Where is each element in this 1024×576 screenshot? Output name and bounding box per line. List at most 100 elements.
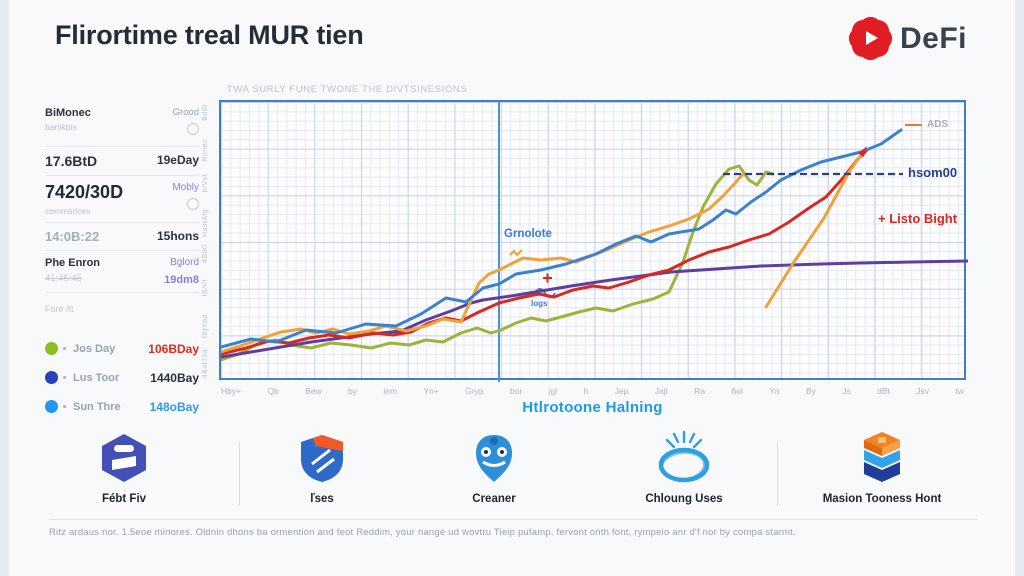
x-tick-label: Bew bbox=[305, 386, 322, 396]
shield-icon bbox=[296, 430, 348, 486]
legend-tick-icon bbox=[63, 405, 66, 408]
face-mask-icon bbox=[468, 430, 520, 486]
x-axis-ticks: Hby+ Qb Bew by inm Yn+ Gryp bor jgl h Jep Jajt Ra 6ol… bbox=[221, 386, 964, 396]
defi-logo-icon bbox=[852, 20, 889, 57]
content-canvas: Flirortime treal MUR tien DeFi BiMonec b… bbox=[9, 0, 1015, 576]
feature-item: Fébt Fiv bbox=[44, 430, 204, 507]
x-tick-label: bor bbox=[509, 386, 523, 396]
legend-dot-icon bbox=[45, 371, 58, 384]
footer-divider bbox=[49, 519, 977, 520]
info-icon[interactable] bbox=[187, 198, 199, 210]
stat-sublabel: bartikbis bbox=[45, 122, 77, 132]
x-tick-label: Jep bbox=[614, 386, 629, 396]
x-tick-label: Qb bbox=[267, 386, 279, 396]
feature-label: Masion Tooness Hont bbox=[822, 493, 942, 505]
stat-value: 19eDay bbox=[156, 153, 199, 167]
stat-label: BiMonec bbox=[45, 107, 91, 119]
legend-dot-icon bbox=[45, 342, 58, 355]
legend-value: 1440Bay bbox=[150, 370, 199, 385]
legend-dot-icon bbox=[45, 400, 58, 413]
series-line-green bbox=[221, 164, 775, 362]
ads-label: ADS bbox=[927, 119, 949, 130]
x-tick-label: Js bbox=[842, 386, 851, 396]
y-axis-ticks: BdBl Ronec b/Vst HustAlg 4BlKl tB/t/t t9ynbd 4B… bbox=[202, 100, 215, 380]
y-tick-label: Ronec bbox=[202, 139, 209, 162]
stat-row: BiMonec bartikbis Grood bbox=[45, 101, 199, 147]
stat-side-label: Mobly bbox=[172, 182, 199, 193]
legend-value: 148oBay bbox=[149, 399, 199, 414]
info-icon[interactable] bbox=[187, 123, 199, 135]
stats-sidebar: BiMonec bartikbis Grood 17.6BtD 19eDay 7… bbox=[45, 101, 199, 421]
y-tick-label: t9ynbd bbox=[202, 314, 209, 339]
y-tick-label: 4Bof7sa bbox=[202, 349, 209, 379]
y-tick-label: HustAlg bbox=[202, 209, 209, 238]
stat-strikethrough-value: 41:45:45 bbox=[45, 273, 82, 284]
legend-tick-icon bbox=[63, 347, 66, 350]
series-line-orange-spike bbox=[764, 150, 865, 309]
feature-item: ľses bbox=[242, 430, 402, 507]
feature-label: Fébt Fiv bbox=[101, 493, 147, 505]
feature-item: Masion Tooness Hont bbox=[802, 430, 962, 507]
series-line-blue bbox=[221, 128, 903, 349]
x-tick-label: dBt bbox=[877, 386, 890, 396]
divider bbox=[239, 442, 240, 506]
stat-side-label: Bglord bbox=[170, 257, 199, 268]
stat-row: 17.6BtD 19eDay bbox=[45, 147, 199, 176]
stat-side-label: Grood bbox=[172, 107, 199, 118]
chart-annotation-logs: logs bbox=[531, 299, 548, 308]
x-tick-label: Yn bbox=[769, 386, 780, 396]
arrowhead-icon bbox=[858, 146, 868, 157]
feature-label: Chloung Uses bbox=[645, 493, 723, 505]
legend-row: Sun Thre 148oBay bbox=[45, 392, 199, 421]
x-tick-label: By bbox=[805, 386, 816, 396]
feature-item: Creaner bbox=[414, 430, 574, 507]
legend-label: Lus Toor bbox=[73, 371, 120, 384]
stat-sublabel: commsrices bbox=[45, 206, 91, 216]
chart-callout-label: + Listo Bight bbox=[878, 211, 958, 226]
feature-item: Chloung Uses bbox=[604, 430, 764, 507]
x-tick-label: h bbox=[583, 386, 589, 396]
x-tick-label: Yn+ bbox=[423, 386, 439, 396]
stat-footnote: Fore /tt bbox=[45, 304, 74, 314]
legend-value: 106BDay bbox=[148, 341, 199, 356]
feature-row: Fébt Fiv ľses bbox=[9, 430, 1024, 518]
y-tick-label: tB/t/t bbox=[202, 279, 209, 297]
x-tick-label: tw bbox=[955, 386, 964, 396]
series-line-red bbox=[221, 148, 869, 356]
stacked-cube-icon bbox=[856, 430, 908, 486]
stat-label: Phe Enron bbox=[45, 257, 101, 269]
x-tick-label: Jsv bbox=[916, 386, 929, 396]
chart-annotation-crossover: Grnolote bbox=[504, 228, 552, 240]
x-tick-label: by bbox=[348, 386, 358, 396]
y-tick-label: BdBl bbox=[202, 104, 209, 121]
feature-label: Creaner bbox=[472, 493, 516, 505]
legend-row: Jos Day 106BDay bbox=[45, 334, 199, 363]
chart-canvas bbox=[221, 102, 968, 382]
chart-legend-ads: ADS bbox=[905, 119, 948, 130]
x-tick-label: Ra bbox=[694, 386, 706, 396]
legend-label: Sun Thre bbox=[73, 400, 121, 413]
stat-side-value: 19dm8 bbox=[164, 274, 199, 286]
chart-subtitle: TWA SURLY FUNE TWONE THE DIVTSINESIONS bbox=[227, 84, 468, 95]
price-line-chart: Grnolote logs ADS hsom00 + Listo Bight bbox=[219, 100, 968, 382]
stat-row: Fore /tt bbox=[45, 293, 199, 322]
x-tick-label: Gryp bbox=[465, 386, 484, 396]
x-tick-label: Jajt bbox=[654, 386, 668, 396]
page-title: Flirortime treal MUR tien bbox=[55, 20, 364, 50]
x-tick-label: 6ol bbox=[731, 386, 743, 396]
stat-row: 14:0B:22 15hons bbox=[45, 223, 199, 251]
stat-row: Phe Enron 41:45:45 Bglord 19dm8 bbox=[45, 251, 199, 293]
stat-row: 7420/30D commsrices Mobly bbox=[45, 176, 199, 223]
stat-value: 15hons bbox=[156, 229, 199, 243]
hexagon-vault-icon bbox=[98, 430, 150, 486]
legend-row: Lus Toor 1440Bay bbox=[45, 363, 199, 392]
brand: DeFi bbox=[852, 20, 967, 57]
divider bbox=[777, 442, 778, 506]
brand-name: DeFi bbox=[900, 21, 968, 55]
feature-label: ľses bbox=[310, 493, 334, 505]
y-tick-label: 4BlKl bbox=[202, 244, 209, 263]
y-tick-label: b/Vst bbox=[202, 174, 209, 193]
legend-tick-icon bbox=[63, 376, 66, 379]
play-icon bbox=[866, 31, 878, 45]
